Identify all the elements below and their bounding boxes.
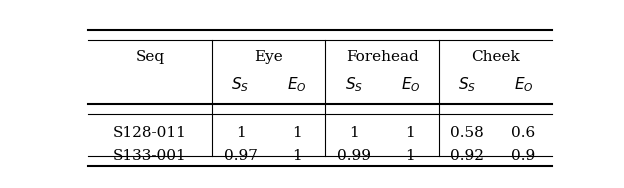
Text: 1: 1 [406, 126, 415, 139]
Text: 1: 1 [349, 126, 359, 139]
Text: S128-011: S128-011 [113, 126, 187, 139]
Text: 1: 1 [406, 149, 415, 163]
Text: 0.92: 0.92 [450, 149, 484, 163]
Text: 0.58: 0.58 [450, 126, 484, 139]
Text: 1: 1 [292, 126, 302, 139]
Text: 0.9: 0.9 [512, 149, 536, 163]
Text: 1: 1 [236, 126, 245, 139]
Text: Forehead: Forehead [346, 50, 419, 64]
Text: 0.97: 0.97 [223, 149, 258, 163]
Text: Seq: Seq [135, 50, 165, 64]
Text: 0.6: 0.6 [512, 126, 536, 139]
Text: Eye: Eye [255, 50, 283, 64]
Text: S133-001: S133-001 [113, 149, 187, 163]
Text: 0.99: 0.99 [337, 149, 371, 163]
Text: $S_S$: $S_S$ [458, 75, 476, 94]
Text: $S_S$: $S_S$ [344, 75, 363, 94]
Text: $S_S$: $S_S$ [232, 75, 250, 94]
Text: $E_O$: $E_O$ [401, 75, 420, 94]
Text: Cheek: Cheek [471, 50, 520, 64]
Text: $E_O$: $E_O$ [288, 75, 307, 94]
Text: $E_O$: $E_O$ [514, 75, 534, 94]
Text: 1: 1 [292, 149, 302, 163]
